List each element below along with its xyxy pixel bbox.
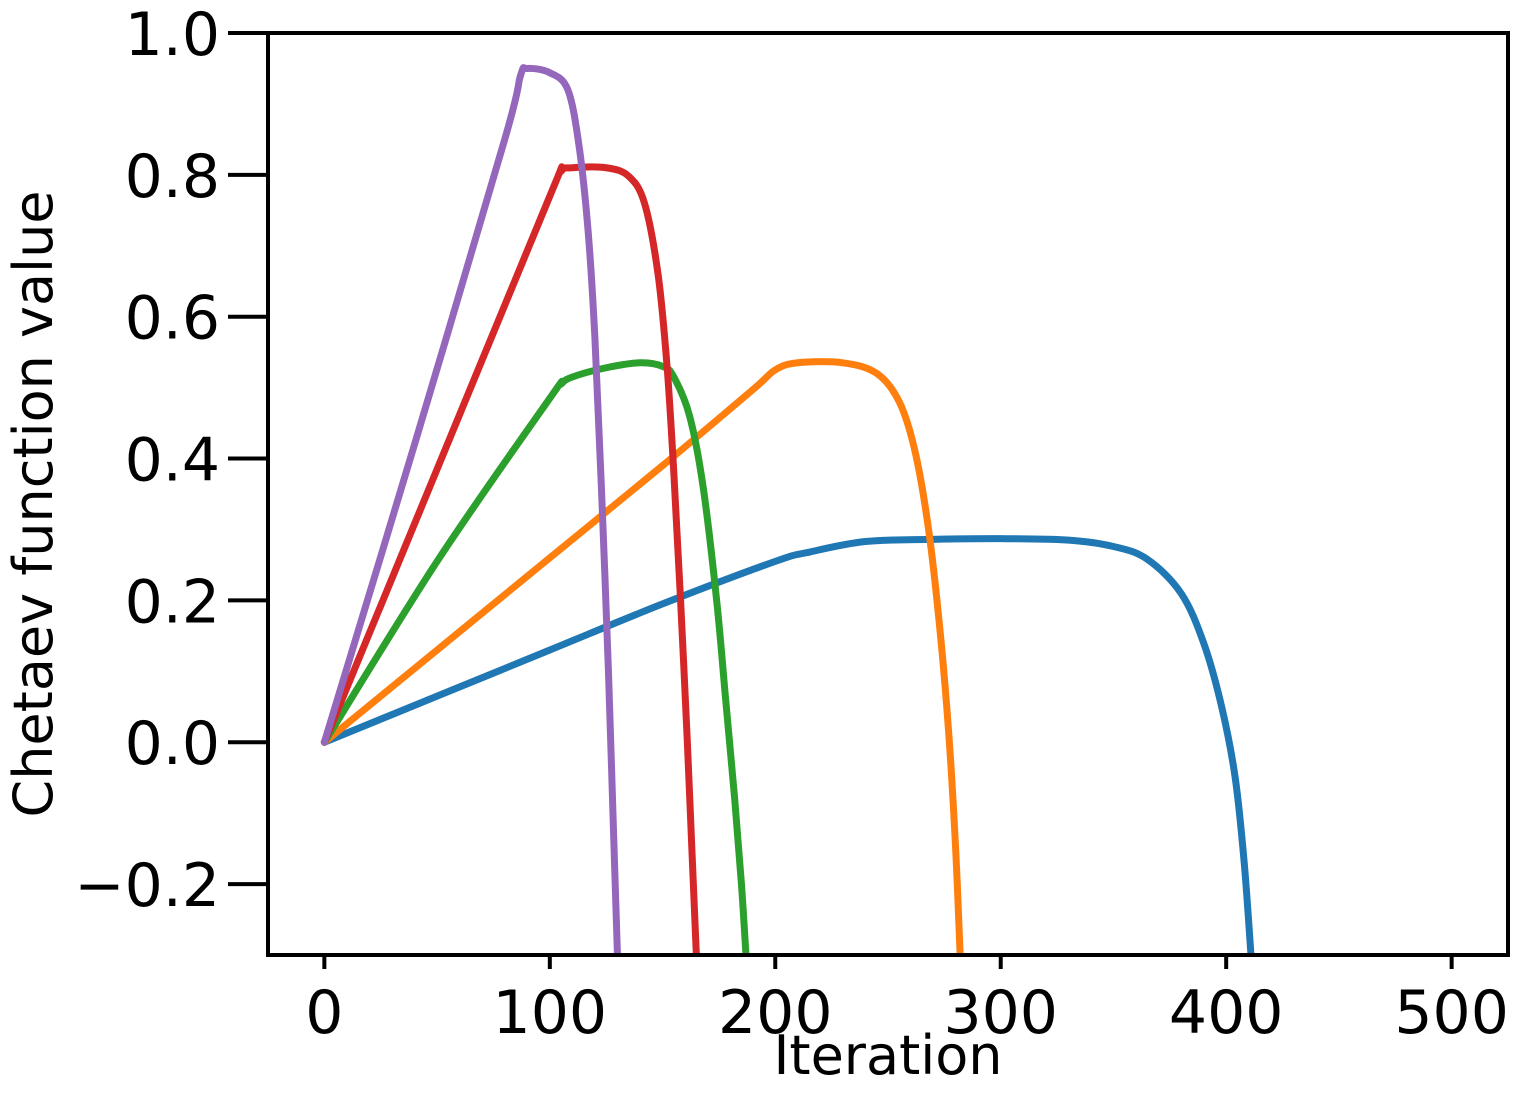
y-tick-label: 0.8 (125, 142, 220, 212)
x-axis-label: Iteration (773, 1024, 1002, 1087)
series-layer (320, 64, 1255, 955)
x-tick-label: 200 (718, 978, 833, 1048)
tick-layer: 0 100 200 300 400 500 −0.2 0.0 0.2 0.4 0.6 0.8 1.0 (74, 0, 1509, 1048)
series-line-2 (320, 358, 964, 955)
y-tick-label: −0.2 (74, 851, 220, 921)
y-tick-label: 0.0 (125, 709, 220, 779)
x-tick-label: 400 (1169, 978, 1284, 1048)
x-tick-label: 100 (493, 978, 608, 1048)
y-tick-label: 1.0 (125, 0, 220, 70)
series-line-1 (320, 535, 1255, 955)
x-tick-label: 0 (305, 978, 343, 1048)
series-line-5 (320, 64, 621, 955)
x-tick-label: 500 (1394, 978, 1509, 1048)
y-tick-label: 0.2 (125, 567, 220, 637)
series-line-4 (320, 163, 700, 955)
y-tick-label: 0.4 (125, 426, 220, 496)
x-tick-label: 300 (943, 978, 1058, 1048)
plot-frame (266, 31, 1510, 957)
y-tick-label: 0.6 (125, 284, 220, 354)
y-axis-label: Chetaev function value (2, 190, 65, 817)
